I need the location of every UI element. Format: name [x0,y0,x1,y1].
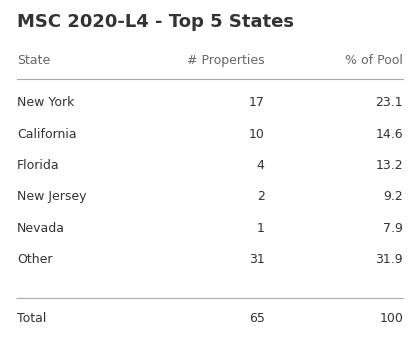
Text: New Jersey: New Jersey [17,190,86,203]
Text: Nevada: Nevada [17,222,65,235]
Text: 65: 65 [249,312,265,325]
Text: 10: 10 [249,128,265,141]
Text: 7.9: 7.9 [383,222,403,235]
Text: MSC 2020-L4 - Top 5 States: MSC 2020-L4 - Top 5 States [17,13,294,31]
Text: 31: 31 [249,253,265,266]
Text: 100: 100 [379,312,403,325]
Text: 13.2: 13.2 [375,159,403,172]
Text: Other: Other [17,253,52,266]
Text: Total: Total [17,312,46,325]
Text: 2: 2 [257,190,265,203]
Text: % of Pool: % of Pool [345,54,403,67]
Text: 1: 1 [257,222,265,235]
Text: New York: New York [17,96,74,109]
Text: State: State [17,54,50,67]
Text: 9.2: 9.2 [383,190,403,203]
Text: 23.1: 23.1 [375,96,403,109]
Text: 31.9: 31.9 [375,253,403,266]
Text: 4: 4 [257,159,265,172]
Text: 17: 17 [249,96,265,109]
Text: Florida: Florida [17,159,59,172]
Text: # Properties: # Properties [187,54,265,67]
Text: 14.6: 14.6 [375,128,403,141]
Text: California: California [17,128,76,141]
